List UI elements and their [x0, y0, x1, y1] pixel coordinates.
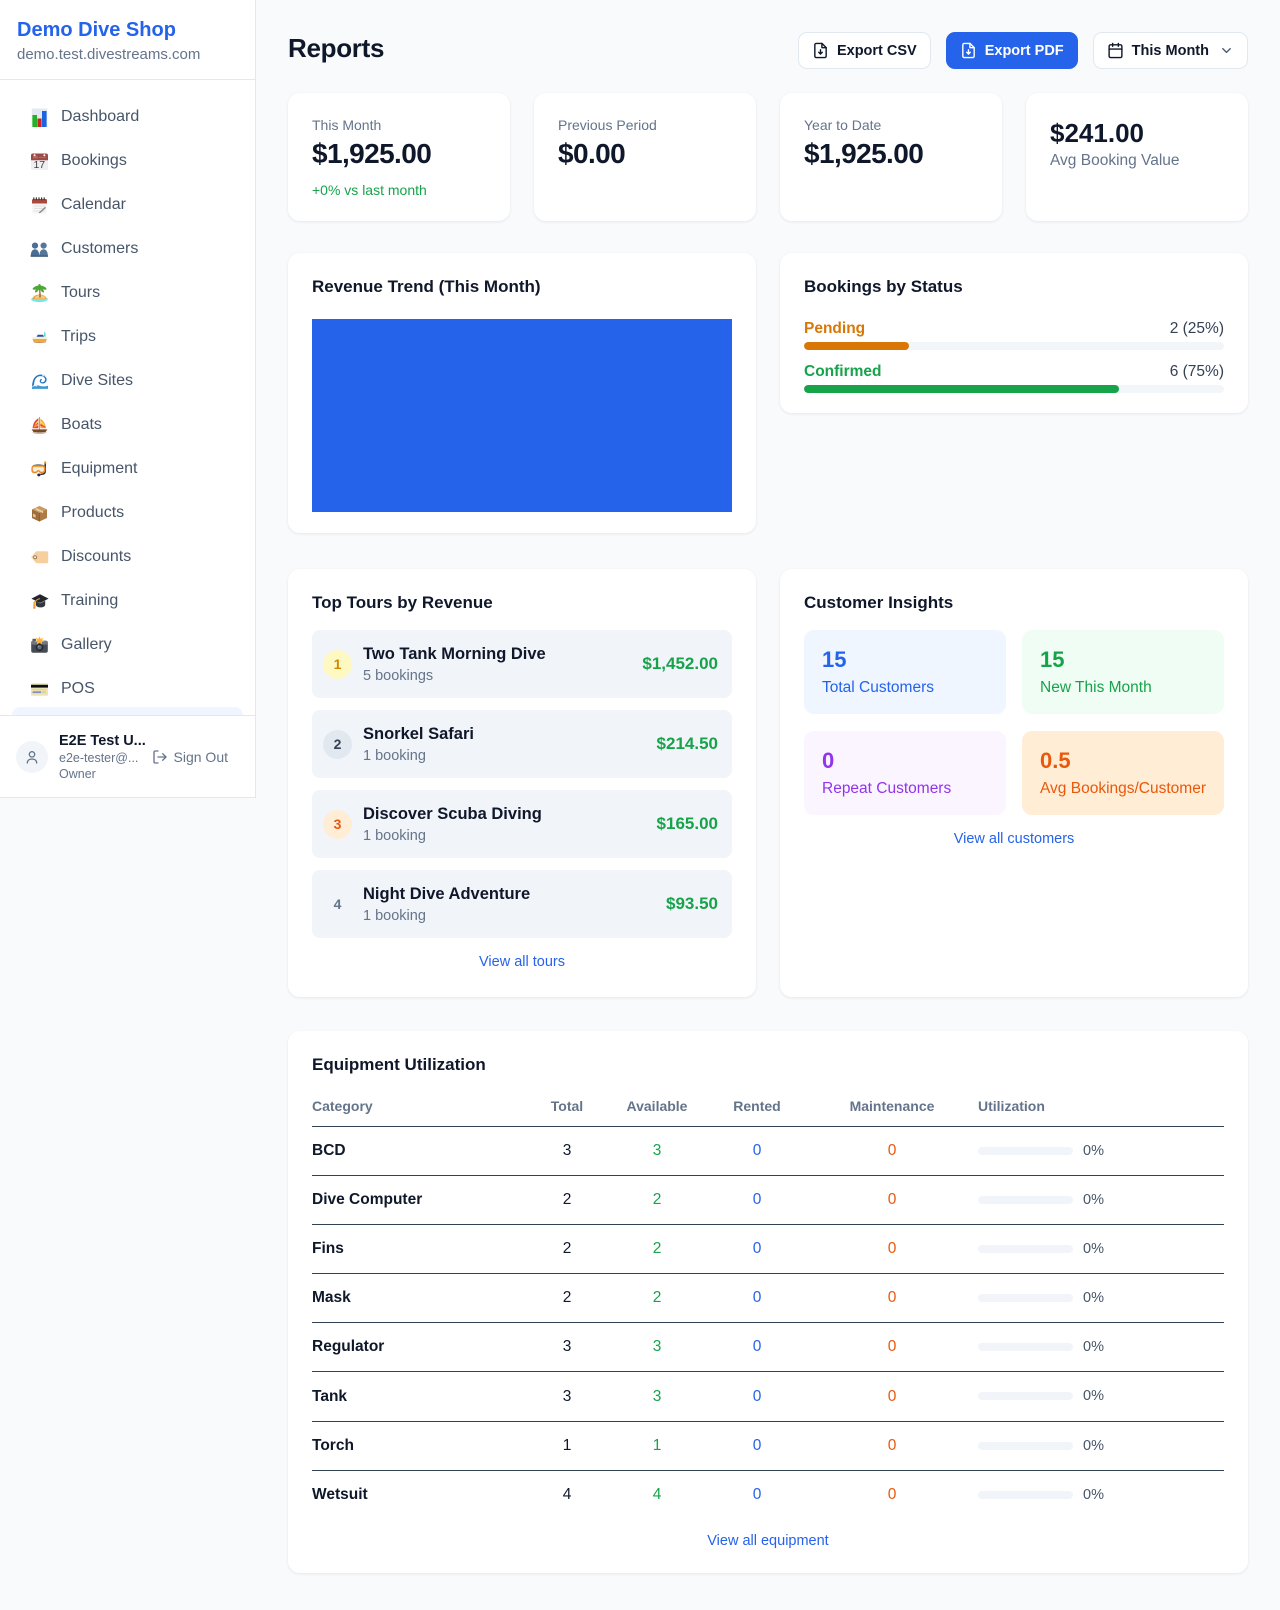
svg-text:17: 17 — [33, 159, 45, 171]
